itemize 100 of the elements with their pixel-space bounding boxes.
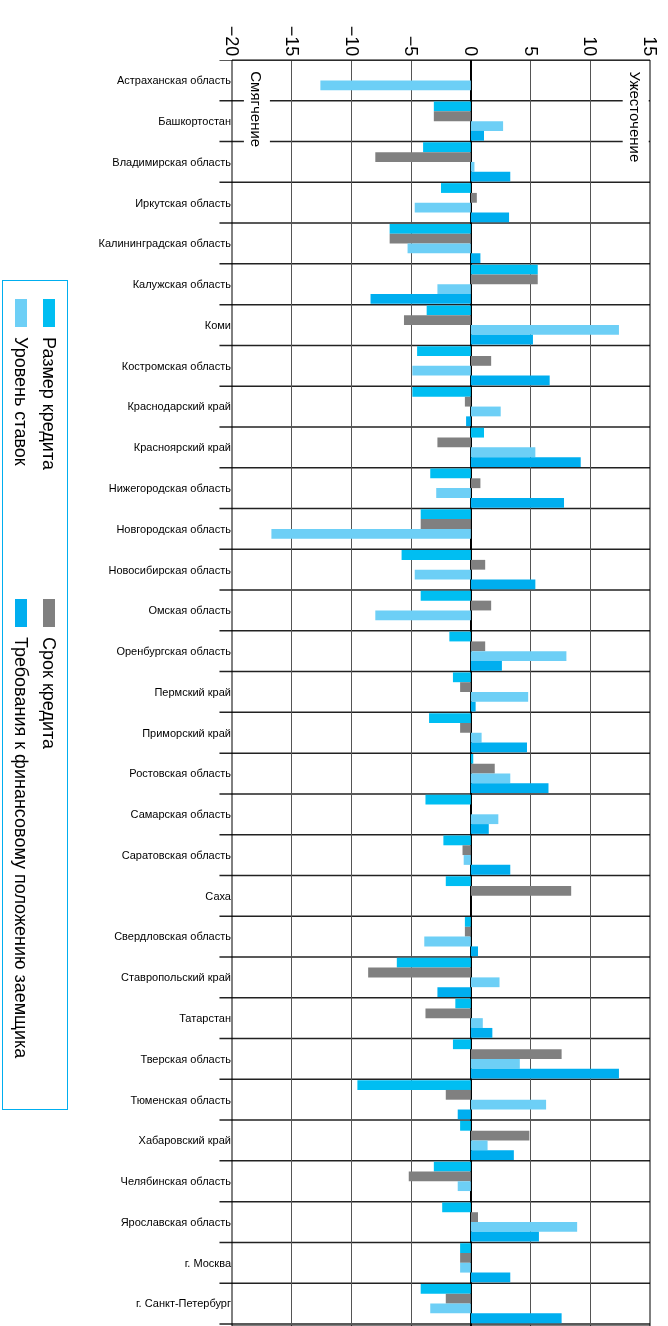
- y-tick-label: Калининградская область: [98, 237, 232, 250]
- bar: [470, 1140, 488, 1151]
- x-tick-label: −10: [341, 25, 362, 57]
- bar: [460, 1120, 471, 1131]
- y-tick-label: Самарская область: [130, 808, 232, 821]
- annotation: Смягчение: [248, 71, 266, 148]
- legend-label: Срок кредита: [38, 637, 60, 750]
- bar: [470, 447, 536, 458]
- bar: [470, 497, 565, 508]
- bar: [470, 600, 492, 611]
- bar: [470, 691, 529, 702]
- bar: [470, 742, 527, 753]
- bar: [470, 814, 499, 825]
- y-tick-label: Саратовская область: [121, 848, 232, 861]
- bar: [430, 1303, 471, 1314]
- y-tick-label: Башкортостан: [158, 115, 231, 128]
- bar: [433, 101, 471, 112]
- bar: [420, 519, 471, 529]
- y-tick-label: Нижегородская область: [108, 481, 232, 494]
- y-tick-label: Тюменская область: [130, 1093, 232, 1106]
- bar: [470, 1027, 493, 1038]
- bar: [470, 783, 549, 794]
- bar: [408, 1171, 471, 1182]
- bar: [470, 864, 511, 875]
- bar: [403, 315, 471, 326]
- bar: [457, 1181, 471, 1192]
- bar: [470, 1272, 511, 1283]
- bar: [445, 1089, 471, 1100]
- bar: [445, 1293, 471, 1304]
- y-tick-label: Приморский край: [142, 726, 231, 739]
- bar: [417, 346, 471, 357]
- bar: [470, 559, 486, 570]
- bar: [423, 142, 471, 153]
- bar: [389, 233, 471, 244]
- y-tick-label: г. Москва: [184, 1256, 232, 1269]
- bar: [437, 284, 471, 295]
- bar: [470, 325, 619, 335]
- bar: [470, 171, 511, 182]
- bar: [375, 610, 471, 621]
- x-tick-label: 5: [520, 46, 541, 57]
- y-tick-label: Хабаровский край: [138, 1134, 231, 1147]
- bar: [420, 1284, 471, 1294]
- bar: [462, 845, 471, 856]
- bar: [460, 722, 471, 733]
- bar: [426, 305, 471, 316]
- bar: [460, 1243, 471, 1254]
- bar: [368, 967, 471, 978]
- x-tick-label: 15: [640, 36, 661, 57]
- bar: [420, 590, 471, 601]
- bar: [470, 773, 511, 784]
- y-tick-label: Татарстан: [179, 1012, 231, 1025]
- bar: [407, 243, 471, 254]
- annotation: Ужесточение: [627, 71, 645, 163]
- y-tick-label: Оренбургская область: [116, 645, 232, 658]
- bar: [470, 1130, 530, 1141]
- y-tick-label: г. Санкт-Петербург: [135, 1297, 231, 1310]
- bar: [470, 1212, 479, 1223]
- bar: [396, 957, 471, 968]
- y-tick-label: Челябинская область: [120, 1175, 232, 1188]
- bar: [425, 794, 471, 805]
- y-tick-label: Саха: [205, 889, 232, 902]
- bar: [470, 946, 479, 957]
- bar: [442, 1202, 471, 1213]
- bar: [414, 202, 471, 213]
- bar: [455, 998, 471, 1009]
- x-tick-label: 0: [461, 46, 482, 57]
- bar: [470, 334, 533, 345]
- bar: [375, 152, 471, 162]
- bar: [389, 223, 471, 234]
- x-tick-label: −20: [222, 25, 243, 57]
- y-tick-label: Свердловская область: [114, 930, 232, 943]
- bar: [470, 732, 482, 743]
- y-tick-label: Тверская область: [140, 1052, 232, 1065]
- bar: [470, 121, 504, 131]
- bar: [429, 713, 471, 723]
- bar: [470, 1018, 483, 1028]
- bar: [470, 356, 492, 366]
- bar: [460, 1262, 471, 1273]
- bar: [466, 416, 471, 427]
- bar: [436, 488, 471, 498]
- bar: [449, 631, 471, 642]
- y-tick-label: Иркутская область: [135, 196, 232, 209]
- bar: [425, 1008, 471, 1019]
- legend-label: Размер кредита: [38, 337, 60, 470]
- bar: [460, 1253, 471, 1263]
- y-tick-label: Ставропольский край: [121, 971, 231, 984]
- y-tick-label: Омская область: [148, 604, 232, 617]
- y-tick-label: Владимирская область: [112, 155, 232, 168]
- bar: [470, 457, 581, 467]
- y-tick-label: Красноярский край: [133, 441, 231, 454]
- bar: [470, 478, 481, 489]
- bar: [457, 1109, 471, 1120]
- bar: [441, 183, 471, 193]
- bar: [470, 579, 536, 590]
- y-tick-label: Новгородская область: [116, 522, 232, 535]
- bar: [414, 569, 471, 580]
- bar: [437, 987, 471, 997]
- x-tick-label: 10: [580, 36, 601, 57]
- y-tick-label: Ярославская область: [120, 1215, 232, 1228]
- bar: [464, 396, 471, 407]
